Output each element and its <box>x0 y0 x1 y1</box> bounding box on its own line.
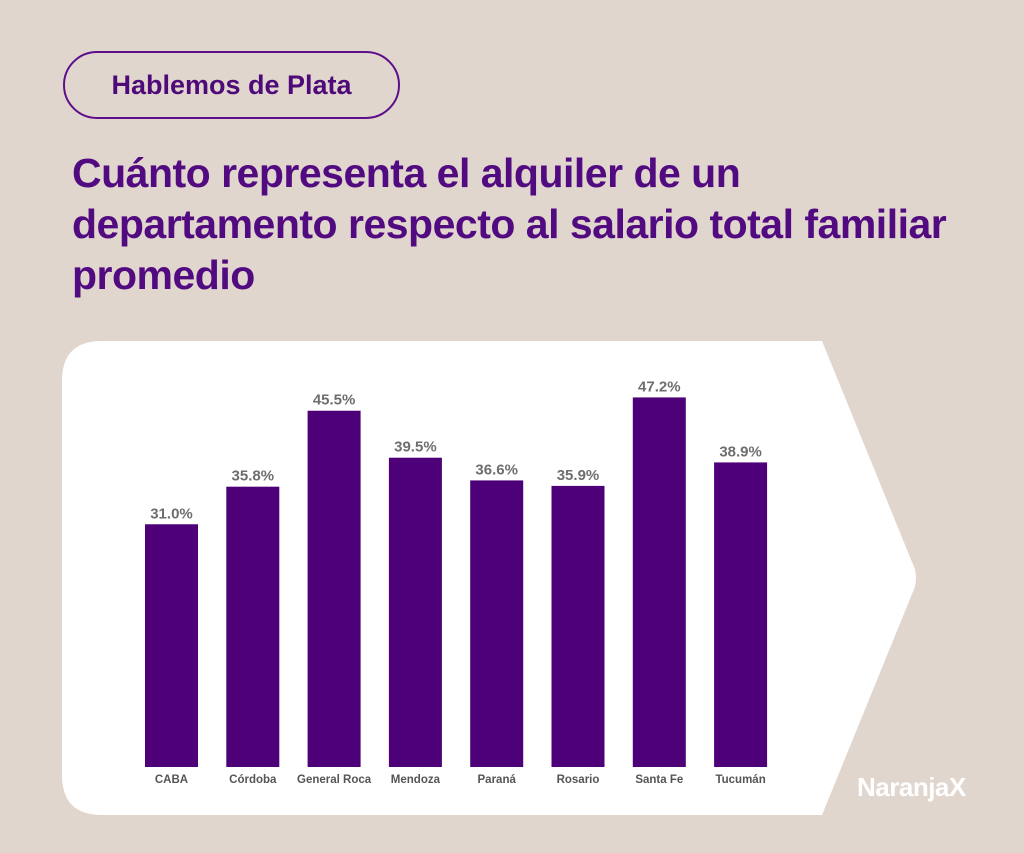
category-label-cordoba: Córdoba <box>229 774 277 786</box>
data-label-mendoza: 39.5% <box>394 439 437 456</box>
section-pill-label: Hablemos de Plata <box>111 69 352 100</box>
page-title: Cuánto representa el alquiler de un depa… <box>72 150 947 298</box>
bar-tucuman <box>714 462 768 767</box>
data-label-caba: 31.0% <box>150 505 193 522</box>
category-label-santa-fe: Santa Fe <box>635 774 683 786</box>
category-label-caba: CABA <box>155 774 188 786</box>
bar-caba <box>145 524 198 767</box>
data-label-cordoba: 35.8% <box>232 468 275 485</box>
bar-santa-fe <box>632 397 686 767</box>
data-label-general-roca: 45.5% <box>313 392 356 409</box>
bar-general-roca <box>307 410 361 767</box>
naranjax-logo: NaranjaX <box>857 772 966 802</box>
category-label-tucuman: Tucumán <box>715 774 765 786</box>
category-label-mendoza: Mendoza <box>391 774 441 786</box>
data-label-rosario: 35.9% <box>557 467 600 484</box>
bar-cordoba <box>226 486 280 767</box>
data-label-santa-fe: 47.2% <box>638 378 681 395</box>
section-pill: Hablemos de Plata <box>63 51 400 119</box>
bar-series: 31.0% CABA 35.8% Córdoba 45.5% General Roca 39… <box>145 378 768 786</box>
bar-rosario <box>551 485 605 767</box>
category-label-rosario: Rosario <box>557 774 600 786</box>
bar-parana <box>470 480 524 767</box>
bar-mendoza <box>388 457 442 767</box>
category-label-general-roca: General Roca <box>297 774 372 786</box>
data-label-tucuman: 38.9% <box>719 443 762 460</box>
data-label-parana: 36.6% <box>475 461 518 478</box>
category-label-parana: Paraná <box>478 774 517 786</box>
